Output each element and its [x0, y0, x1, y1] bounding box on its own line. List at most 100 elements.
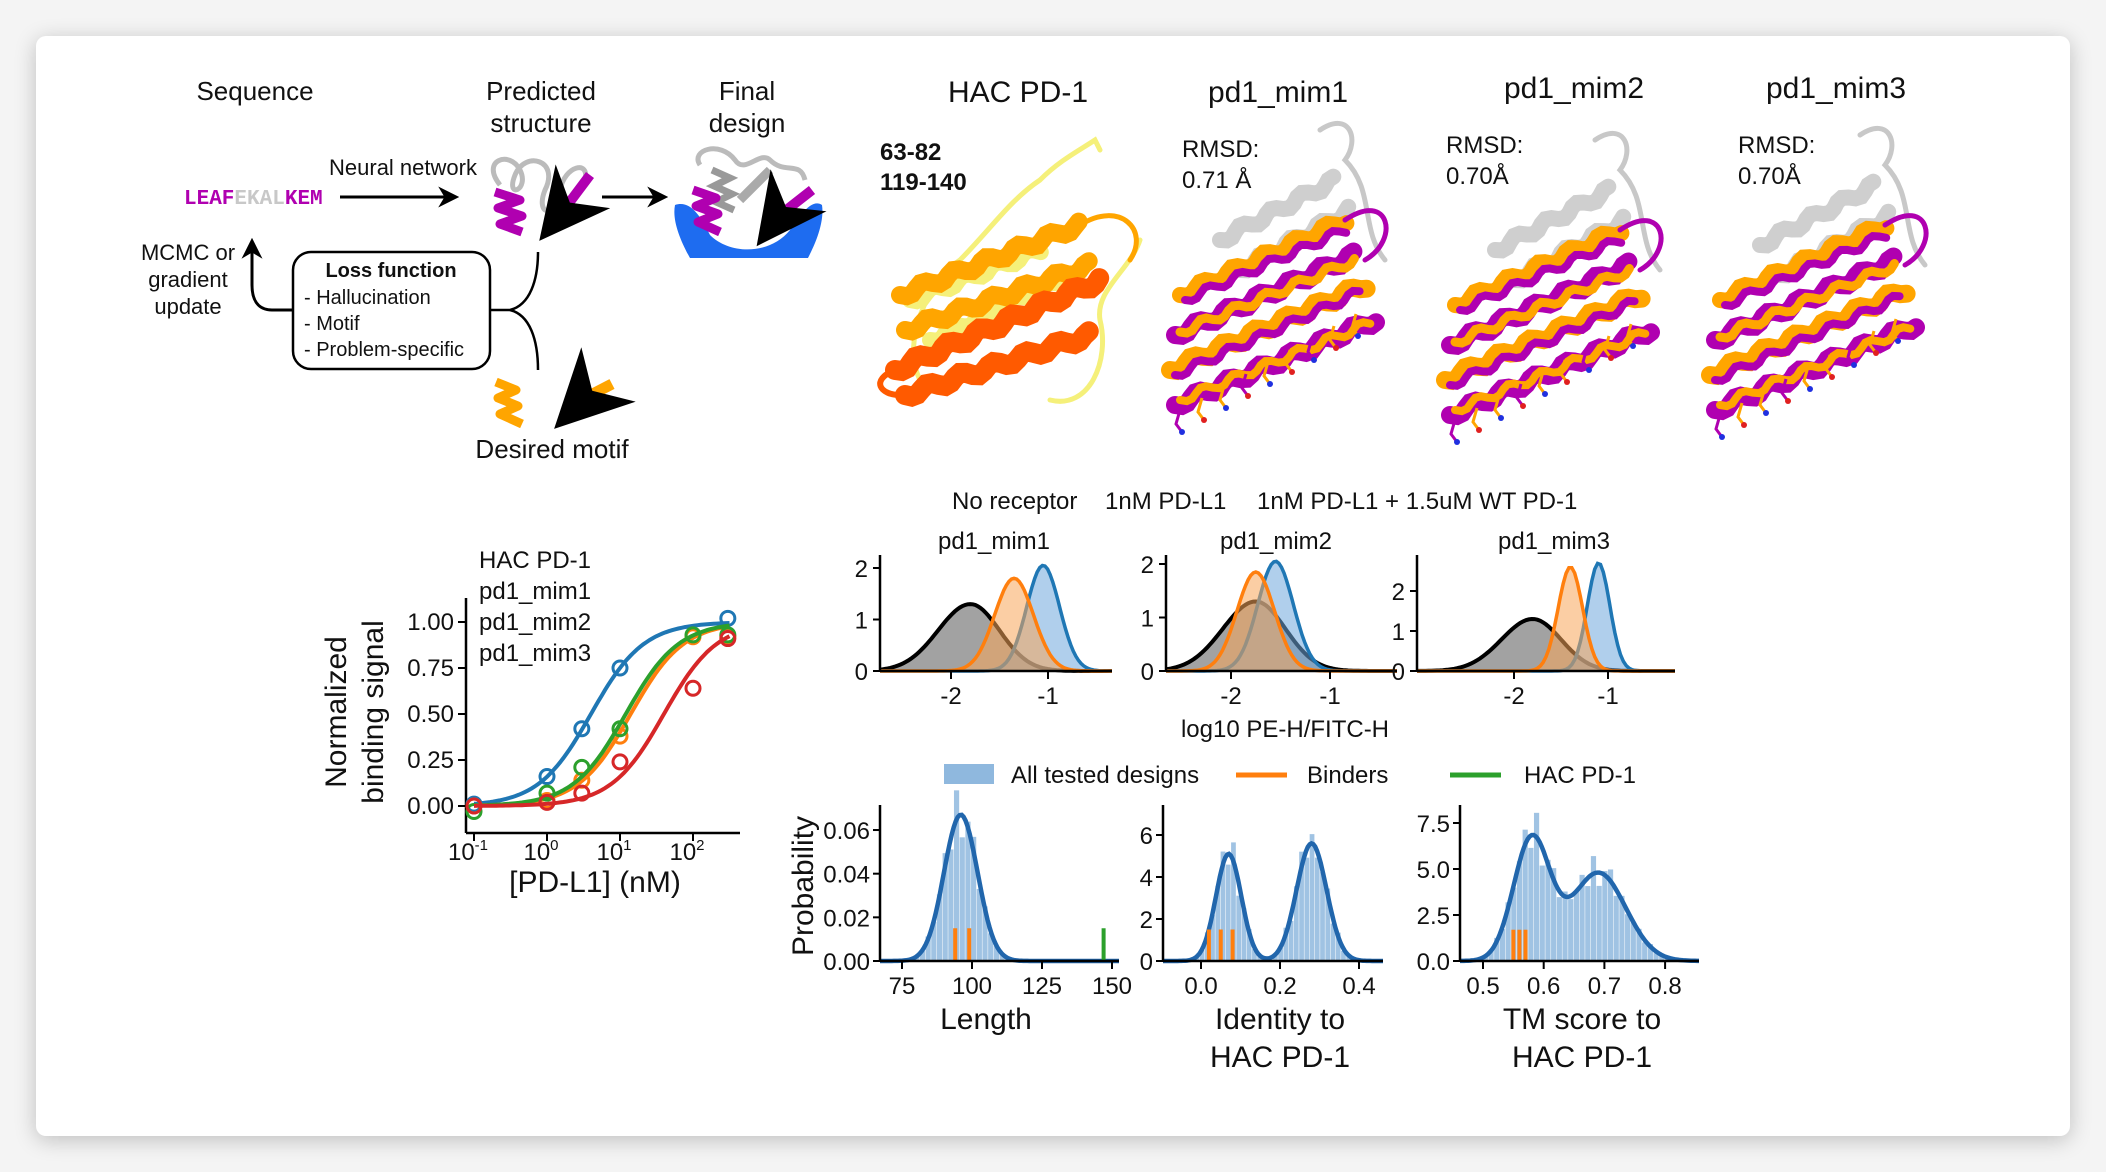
data-point	[611, 720, 629, 738]
side-chain-atom	[1630, 343, 1636, 349]
histogram-bar	[1283, 927, 1289, 961]
predicted-label-line2: structure	[490, 108, 591, 138]
loss-function-box: Loss function - Hallucination - Motif - …	[291, 250, 492, 371]
histogram-bar	[936, 894, 943, 961]
x-tick-exponent: 2	[696, 837, 704, 854]
legend-entry: pd1_mim2	[479, 609, 591, 636]
sequence-segment: KEM	[285, 188, 323, 211]
x-tick-label: 0.6	[1527, 973, 1560, 1000]
side-chain-atom	[1355, 333, 1361, 339]
beta-strand	[1716, 323, 1915, 411]
histogram-bar	[1551, 868, 1557, 961]
side-chain	[1758, 390, 1768, 414]
histogram-bar	[1545, 859, 1551, 961]
x-tick-exponent: 0	[550, 837, 558, 854]
pipeline-diagram: Sequence Predicted structure Final desig…	[141, 76, 827, 464]
x-tick-label: 0.2	[1263, 973, 1296, 1000]
loop	[1882, 213, 1929, 268]
histogram-bar	[1539, 865, 1545, 961]
density-fill	[1166, 572, 1397, 671]
histogram-bar	[982, 906, 988, 961]
y-tick-label: 2	[1140, 907, 1153, 934]
panel-title: pd1_mim2	[1220, 528, 1332, 555]
x-axis-label: HAC PD-1	[1210, 1041, 1350, 1074]
side-chain	[1868, 330, 1878, 354]
side-chain-atom	[1311, 357, 1317, 363]
beta-strand	[1712, 220, 1895, 310]
side-chain	[1471, 407, 1481, 431]
side-chain	[1736, 402, 1746, 426]
x-tick-label: 100	[952, 973, 992, 1000]
beta-strand	[1487, 178, 1617, 259]
side-chain-atom	[1454, 439, 1460, 445]
side-chain-atom	[1245, 393, 1251, 399]
histogram-bar	[1556, 897, 1562, 961]
pd1-mim3-structure-image	[1701, 126, 1929, 440]
x-axis-label: [PD-L1] (nM)	[509, 866, 681, 899]
structure-title-pd1-mim3: pd1_mim3	[1766, 72, 1906, 105]
histogram-bar	[1314, 857, 1320, 961]
sequence-segment: LEAF	[184, 188, 234, 211]
histogram-bar	[1602, 871, 1608, 961]
loop	[1077, 213, 1139, 263]
histogram-bar	[1596, 885, 1602, 961]
beta-strand	[1172, 215, 1355, 305]
histogram-bar	[1585, 886, 1591, 961]
beta-strand	[891, 212, 1088, 306]
histogram-bar	[1573, 890, 1579, 961]
x-tick-label: 101	[596, 837, 631, 866]
y-axis-label: Probability	[787, 816, 820, 956]
structure-title-hac-pd1: HAC PD-1	[948, 76, 1088, 109]
structure-title-pd1-mim1: pd1_mim1	[1208, 76, 1348, 109]
histogram-bar	[1215, 885, 1221, 961]
y-tick-label: 6	[1140, 823, 1153, 850]
histogram-bar	[925, 936, 931, 961]
beta-strand	[1212, 168, 1342, 249]
y-tick-label: 7.5	[1417, 811, 1450, 838]
histogram-bar	[1252, 949, 1257, 961]
sequence-label: Sequence	[196, 76, 313, 106]
histogram-bar	[999, 953, 1005, 961]
side-chain	[1625, 323, 1635, 347]
legend-entry: 1nM PD-L1	[1105, 488, 1226, 515]
flow-panel-pd1_mim1: pd1_mim1 0 1 2 -2 -1	[855, 528, 1112, 710]
legend-entry: pd1_mim3	[479, 640, 591, 667]
y-tick-label: 0	[1140, 949, 1153, 976]
x-tick-exponent: -1	[475, 837, 488, 854]
side-chain	[1240, 373, 1250, 397]
histogram-bar	[1562, 891, 1568, 961]
side-chain-atom	[1785, 398, 1791, 404]
histogram-bar	[1241, 908, 1247, 961]
legend-entry: HAC PD-1	[1524, 762, 1636, 789]
update-label-line1: MCMC or	[141, 240, 235, 265]
fit-curve-HAC PD-1	[473, 621, 730, 806]
beta-strand	[1181, 227, 1351, 306]
loop	[1047, 237, 1143, 404]
y-tick-label: 0.00	[407, 793, 454, 820]
histogram-bar	[1199, 949, 1205, 961]
side-chain-atom	[1851, 362, 1857, 368]
density-fill	[1417, 563, 1675, 671]
loss-item: - Problem-specific	[304, 339, 464, 361]
side-chain	[1603, 335, 1613, 359]
histogram-bar	[1488, 949, 1494, 961]
legend-entry: 1nM PD-L1 + 1.5uM WT PD-1	[1257, 488, 1577, 515]
x-tick-label: 75	[889, 973, 916, 1000]
side-chain-atom	[1807, 386, 1813, 392]
flow-panel-pd1_mim2: pd1_mim2 0 1 2 -2 -1	[1141, 528, 1397, 710]
y-tick-label: 0.50	[407, 701, 454, 728]
rmsd-label: RMSD:	[1738, 132, 1815, 159]
side-chain-atom	[1829, 374, 1835, 380]
beta-strand	[1176, 318, 1375, 406]
legend-entry: All tested designs	[1011, 762, 1199, 789]
x-tick-label: -2	[1503, 683, 1524, 710]
side-chain-atom	[1564, 379, 1570, 385]
side-chain	[1284, 349, 1294, 373]
x-tick-base: 10	[523, 839, 550, 866]
pd1-mim1-structure-image	[1161, 121, 1389, 435]
data-point	[719, 630, 737, 648]
y-tick-label: 1.00	[407, 609, 454, 636]
beta-strand	[1721, 232, 1891, 311]
histogram-bar	[942, 853, 948, 961]
loss-item: - Motif	[304, 313, 360, 335]
